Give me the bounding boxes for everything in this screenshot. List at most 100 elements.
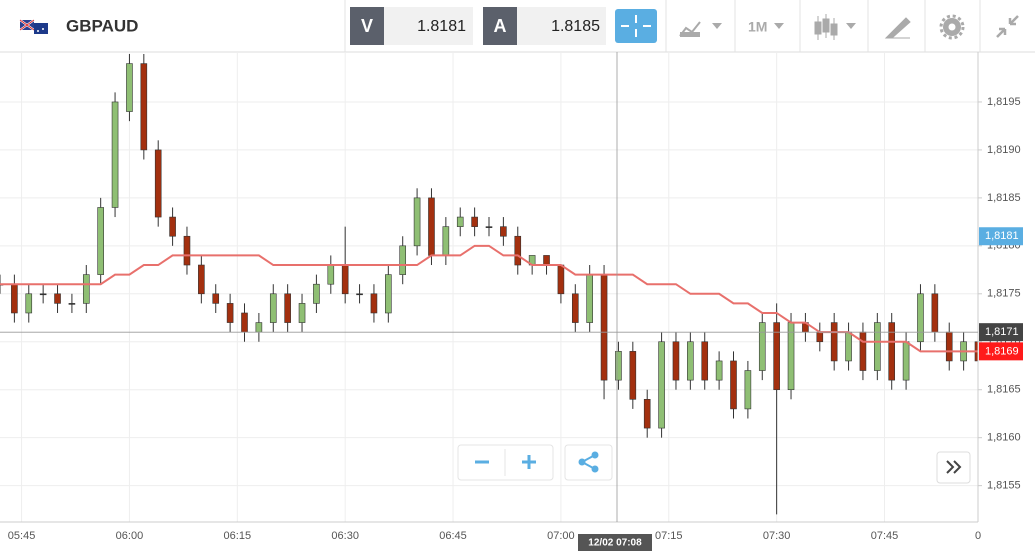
candle-body — [543, 255, 550, 266]
chart-type-button[interactable] — [814, 14, 856, 40]
candle-body — [269, 293, 277, 323]
candle-body — [571, 293, 579, 323]
candle — [298, 293, 306, 333]
candle-body — [816, 331, 824, 343]
chart: 1,81551,81601,81651,81701,81751,81801,81… — [0, 52, 1023, 551]
candle — [571, 284, 579, 333]
candle — [226, 293, 234, 333]
candle-body — [859, 331, 867, 371]
price-tag-label: 1,8169 — [985, 345, 1019, 357]
candle — [385, 265, 392, 323]
candle — [471, 207, 478, 237]
zoom-in[interactable] — [522, 455, 536, 469]
candle-body — [54, 293, 61, 304]
timeframe[interactable]: 1M — [748, 19, 767, 35]
share-button[interactable] — [564, 444, 613, 481]
x-tick-label: 06:15 — [224, 530, 252, 542]
y-tick-label: 1,8190 — [987, 144, 1021, 156]
candle — [945, 322, 953, 371]
candle — [830, 312, 838, 371]
candle-body — [140, 63, 148, 151]
candle-body — [557, 264, 565, 295]
x-tick-label: 0 — [975, 530, 981, 542]
moving-average — [0, 244, 978, 353]
candle-body — [385, 274, 392, 314]
candle-body — [485, 226, 493, 228]
ask-price: 1.8185 — [551, 18, 600, 35]
candle-body — [615, 351, 622, 381]
candle-body — [830, 322, 838, 362]
candle-body — [672, 341, 680, 381]
candle-body — [169, 216, 176, 237]
candle — [269, 284, 277, 333]
x-tick-label: 06:45 — [439, 530, 467, 542]
candle-body — [39, 293, 47, 296]
collapse-button[interactable] — [996, 15, 1019, 38]
candle — [11, 274, 18, 323]
candle — [701, 332, 709, 390]
crosshair-button[interactable] — [615, 9, 657, 43]
candle — [111, 92, 119, 218]
bid-label: V — [361, 16, 373, 36]
candle-body — [658, 341, 665, 429]
candle-body — [845, 331, 852, 362]
candle — [82, 265, 90, 313]
draw-button[interactable] — [884, 17, 911, 39]
candle-body — [931, 293, 939, 333]
candle — [730, 351, 737, 419]
candle — [54, 284, 61, 313]
candle — [485, 217, 493, 237]
candle-body — [154, 149, 162, 218]
candle-body — [945, 331, 953, 362]
candle-body — [586, 274, 593, 323]
candle-body — [241, 312, 248, 333]
candle — [442, 217, 450, 266]
candle — [399, 236, 407, 285]
bid-button[interactable] — [350, 7, 384, 45]
candle-body — [917, 293, 924, 343]
candle-body — [11, 283, 18, 314]
candle-body — [787, 322, 795, 391]
candle-body — [715, 360, 723, 381]
candle — [615, 341, 622, 390]
candle — [500, 217, 507, 246]
x-tick-label: 05:45 — [8, 530, 36, 542]
price-tag-label: 1,8171 — [985, 326, 1019, 338]
candle-body — [643, 399, 651, 429]
candle — [313, 274, 320, 313]
candle — [25, 284, 33, 323]
x-tick-label: 07:30 — [763, 530, 791, 542]
candle-body — [888, 322, 896, 381]
candle-body — [428, 197, 435, 256]
ask-button[interactable] — [483, 7, 517, 45]
ask-label: A — [494, 16, 507, 36]
y-tick-label: 1,8195 — [987, 96, 1021, 108]
candle — [658, 332, 665, 438]
candle-body — [413, 197, 421, 247]
candle-body — [370, 293, 378, 314]
candle — [198, 255, 205, 304]
candle — [514, 226, 522, 275]
candle — [255, 312, 263, 342]
candle — [413, 188, 421, 256]
candle — [687, 332, 694, 390]
candle-body — [600, 274, 608, 381]
candle — [672, 332, 680, 390]
candle-body — [111, 101, 119, 208]
y-tick-label: 1,8155 — [987, 480, 1021, 492]
bid-box — [384, 7, 473, 45]
candle-body — [701, 341, 709, 381]
candle-body — [902, 341, 910, 381]
candle — [888, 312, 896, 390]
candle — [169, 207, 176, 246]
settings-button[interactable] — [939, 14, 965, 40]
candle-body — [687, 341, 694, 381]
candle-body — [456, 216, 464, 227]
candle-body — [126, 63, 133, 112]
candle-body — [758, 322, 766, 371]
candle — [140, 54, 148, 160]
candle-body — [629, 351, 637, 400]
indicator-button[interactable] — [679, 21, 722, 37]
bid-price: 1.8181 — [417, 18, 466, 35]
candle-body — [97, 207, 104, 275]
